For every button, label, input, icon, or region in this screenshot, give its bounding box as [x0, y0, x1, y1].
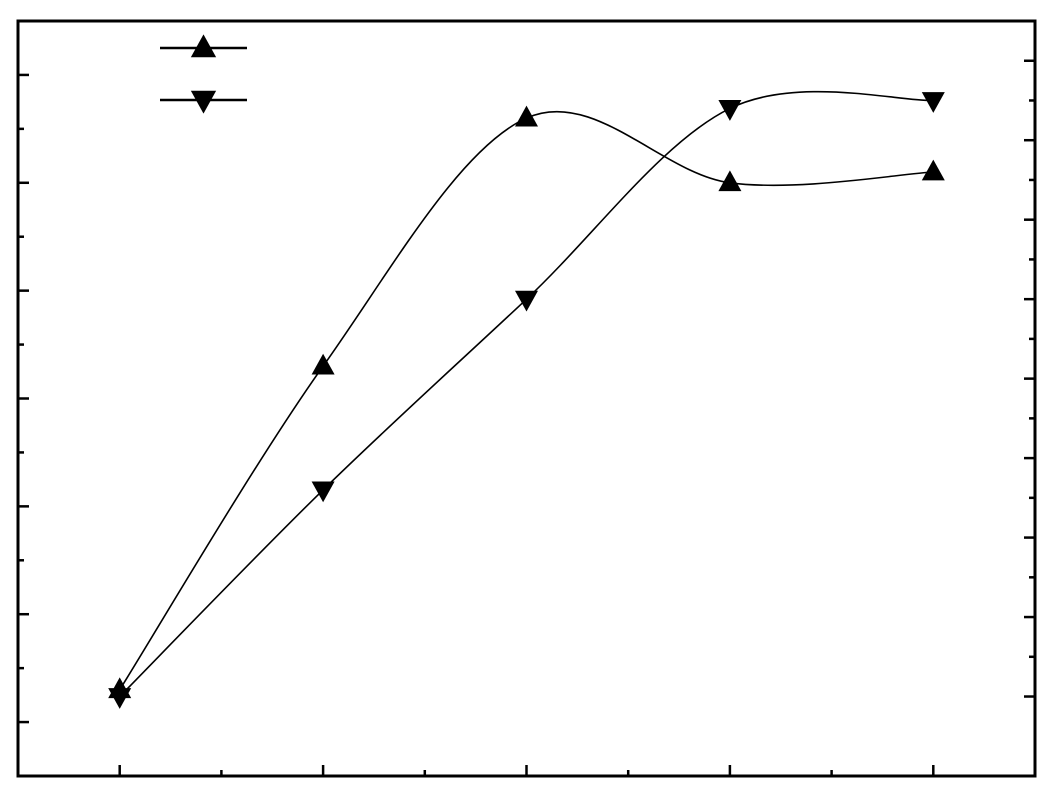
series-1-line [119, 110, 934, 691]
series-1 [108, 105, 945, 699]
series-2-point [108, 688, 132, 709]
ticks [18, 59, 1035, 776]
legend-marker [190, 34, 217, 58]
plot-frame [16, 19, 1037, 778]
series-1-point [311, 353, 335, 375]
series-1-point [921, 159, 945, 181]
legend-entry-2 [160, 90, 247, 114]
series-2-line [119, 90, 934, 698]
series-2-point [718, 100, 742, 121]
legend-entry-1 [160, 34, 247, 58]
series-2-point [921, 92, 945, 113]
series [108, 90, 945, 709]
series-2-point [515, 290, 538, 312]
series-1-point [515, 105, 538, 127]
legend [160, 34, 247, 114]
series-2-point [311, 481, 335, 503]
legend-marker [190, 90, 217, 114]
series-2 [108, 90, 945, 709]
series-1-point [718, 170, 742, 192]
plot-area-border [16, 19, 1037, 778]
